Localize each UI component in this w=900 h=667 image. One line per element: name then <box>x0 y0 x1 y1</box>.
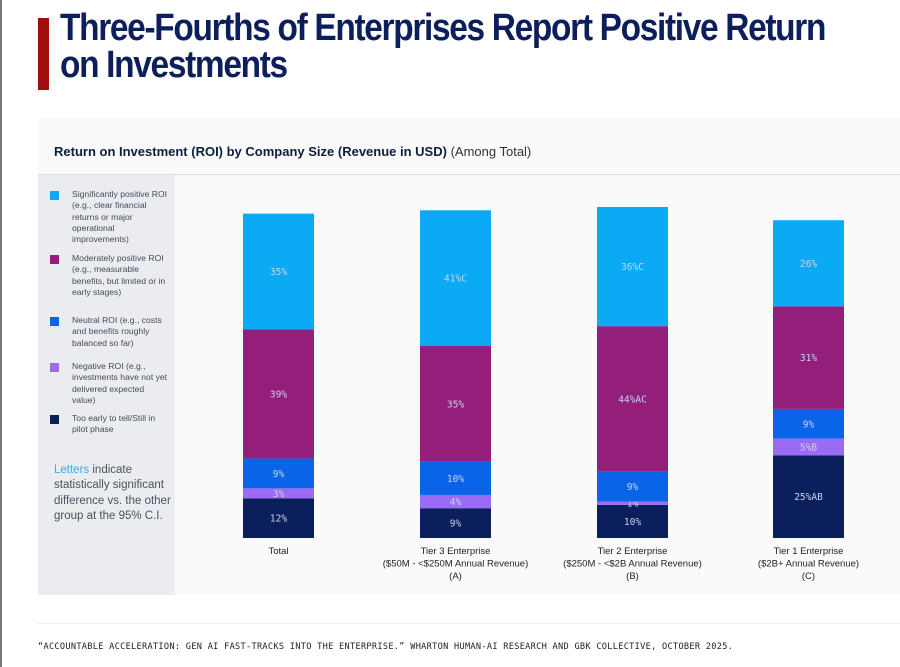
category-label: ($250M - <$2B Annual Revenue) <box>563 559 702 570</box>
category-label: Total <box>268 546 288 557</box>
legend-item: Neutral ROI (e.g., costs and benefits ro… <box>50 315 168 349</box>
legend-swatch <box>50 191 59 200</box>
bar-segment <box>243 329 314 459</box>
bar-segment <box>243 458 314 489</box>
bar-segment <box>773 408 844 439</box>
page-title: Three-Fourths of Enterprises Report Posi… <box>60 7 826 86</box>
significance-note: Letters indicate statistically significa… <box>54 463 172 524</box>
legend-label: Neutral ROI (e.g., costs and benefits ro… <box>72 315 162 348</box>
data-label: 31% <box>800 353 817 364</box>
bar-segment <box>420 494 491 509</box>
category-label: Tier 2 Enterprise <box>598 546 668 557</box>
data-label: 41%C <box>444 274 467 285</box>
bar-segment <box>420 461 491 495</box>
legend-swatch <box>50 255 59 264</box>
data-label: 12% <box>270 514 287 525</box>
category-label: ($2B+ Annual Revenue) <box>758 559 859 570</box>
bar-segment <box>420 346 491 462</box>
data-label: 36%C <box>621 262 644 273</box>
data-label: 5%B <box>800 442 817 453</box>
bar-segment <box>597 501 668 505</box>
legend-item: Too early to tell/Still in pilot phase <box>50 413 168 436</box>
data-label: 35% <box>270 267 287 278</box>
data-label: 10% <box>447 474 464 485</box>
bar-segment <box>597 471 668 502</box>
category-label: Tier 3 Enterprise <box>421 546 491 557</box>
bar-segment <box>243 488 314 499</box>
data-label: 10% <box>624 517 641 528</box>
legend-label: Too early to tell/Still in pilot phase <box>72 413 156 435</box>
data-label: 44%AC <box>618 394 647 405</box>
legend-swatch <box>50 317 59 326</box>
legend-label: Significantly positive ROI (e.g., clear … <box>72 189 168 245</box>
data-label: 25%AB <box>794 492 823 503</box>
subtitle-bold: Return on Investment (ROI) by Company Si… <box>54 144 447 159</box>
data-label: 4% <box>450 497 462 508</box>
data-label: 35% <box>447 399 464 410</box>
legend-swatch <box>50 415 59 424</box>
category-label: (B) <box>626 571 639 582</box>
data-label: 9% <box>627 482 639 493</box>
footer-divider <box>38 623 900 624</box>
legend-label: Negative ROI (e.g., investments have not… <box>72 361 168 405</box>
legend-item: Negative ROI (e.g., investments have not… <box>50 361 168 406</box>
subtitle-normal: (Among Total) <box>450 144 532 159</box>
divider <box>38 174 900 175</box>
bar-segment <box>420 508 491 538</box>
category-label: (C) <box>802 571 815 582</box>
category-label: (A) <box>449 571 462 582</box>
bar-segment <box>597 504 668 538</box>
category-label: Tier 1 Enterprise <box>774 546 844 557</box>
bar-segment <box>773 438 844 456</box>
bar-segment <box>420 210 491 347</box>
data-label: 39% <box>270 390 287 401</box>
bar-segment <box>243 498 314 538</box>
chart-subtitle: Return on Investment (ROI) by Company Si… <box>54 144 531 159</box>
title-accent-bar <box>38 18 49 90</box>
data-label: 9% <box>803 419 815 430</box>
bar-segment <box>773 306 844 409</box>
data-label: 9% <box>273 469 285 480</box>
bar-segment <box>597 207 668 327</box>
bar-segment <box>773 455 844 538</box>
note-highlight: Letters <box>54 464 90 476</box>
legend-swatch <box>50 363 59 372</box>
bar-segment <box>597 326 668 472</box>
bar-segment <box>243 213 314 330</box>
legend-label: Moderately positive ROI (e.g., measurabl… <box>72 253 166 297</box>
data-label: 26% <box>800 259 817 270</box>
legend-item: Significantly positive ROI (e.g., clear … <box>50 189 168 245</box>
footer-citation: “ACCOUNTABLE ACCELERATION: GEN AI FAST-T… <box>38 642 734 652</box>
category-label: ($50M - <$250M Annual Revenue) <box>383 559 529 570</box>
legend: Letters indicate statistically significa… <box>38 175 175 595</box>
data-label: 3% <box>273 489 285 500</box>
legend-item: Moderately positive ROI (e.g., measurabl… <box>50 253 168 298</box>
data-label: 9% <box>450 519 462 530</box>
data-label: 1% <box>627 499 639 510</box>
note-text: indicate statistically significant diffe… <box>54 464 171 522</box>
bar-segment <box>773 220 844 307</box>
